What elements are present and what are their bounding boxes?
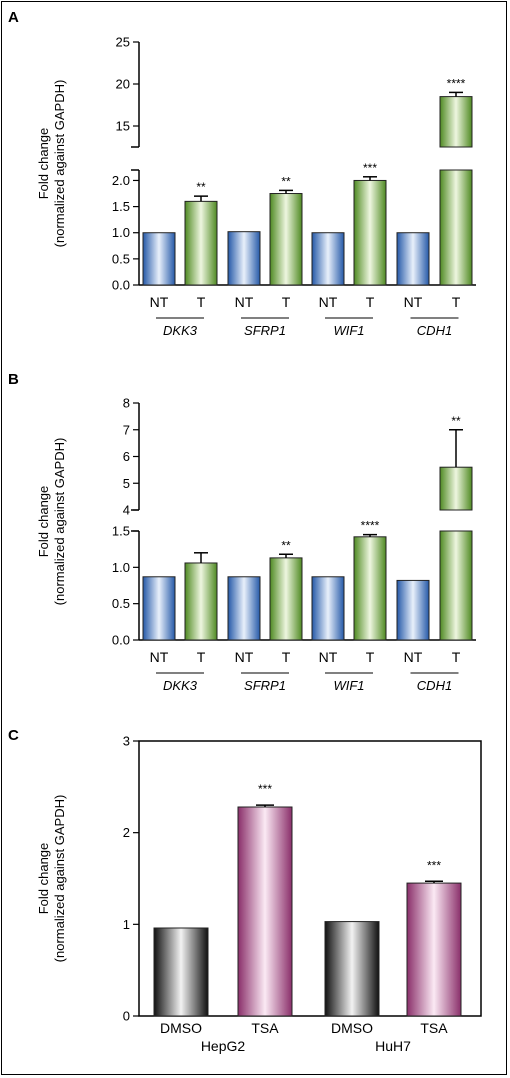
significance-label: *** — [258, 782, 272, 796]
chart-panel-c: Fold change (normalized against GAPDH) 0 1 2… — [36, 734, 482, 1054]
significance-label: ** — [451, 414, 461, 428]
bar-tsa — [237, 806, 293, 1017]
chart-panel-b: Fold change (normalized against GAPDH) 0.0… — [36, 396, 476, 693]
y-tick-label: 8 — [123, 396, 130, 411]
group-label: DKK3 — [163, 323, 198, 338]
x-tick-label: NT — [404, 294, 423, 310]
bar-nt — [311, 232, 345, 286]
panel-label-a: A — [8, 9, 19, 26]
bar-treated-upper — [439, 466, 473, 511]
x-tick-label: T — [282, 649, 291, 665]
x-tick-label: NT — [404, 649, 423, 665]
group-label: CDH1 — [417, 678, 452, 693]
bar-dmso — [324, 921, 380, 1017]
y-axis-label-sub: (normalized against GAPDH) — [52, 438, 67, 606]
x-tick-label: NT — [235, 294, 254, 310]
bar-nt — [396, 232, 430, 286]
y-axis-label: Fold change — [36, 486, 51, 558]
plot-frame — [138, 740, 482, 1017]
bar-dmso — [153, 927, 209, 1017]
significance-label: **** — [361, 519, 380, 533]
bar-treated — [184, 562, 218, 641]
group-label: WIF1 — [333, 323, 364, 338]
y-tick-label: 0.0 — [112, 278, 130, 293]
bar-treated — [353, 536, 387, 641]
bar-treated — [269, 193, 303, 286]
y-tick-label: 4 — [123, 503, 130, 518]
x-tick-label: T — [197, 294, 206, 310]
y-tick-label: 25 — [116, 35, 130, 50]
y-tick-label: 7 — [123, 422, 130, 437]
x-tick-label: TSA — [251, 1020, 279, 1036]
y-tick-label: 2 — [123, 825, 130, 840]
group-label: SFRP1 — [244, 678, 286, 693]
significance-label: **** — [447, 76, 466, 90]
significance-label: *** — [427, 858, 441, 872]
y-axis-label: Fold change — [36, 128, 51, 200]
significance-label: ** — [196, 180, 206, 194]
bar-treated — [269, 557, 303, 641]
x-tick-label: TSA — [420, 1020, 448, 1036]
bar-treated-lower — [439, 530, 473, 641]
significance-label: *** — [363, 161, 377, 175]
panel-label-b: B — [8, 371, 19, 388]
x-tick-label: NT — [150, 294, 169, 310]
chart-panel-a: Fold change (normalized against GAPDH) 0.0… — [36, 35, 476, 338]
y-axis-label-sub: (normalized against GAPDH) — [52, 795, 67, 963]
y-tick-label: 0.0 — [112, 633, 130, 648]
bar-nt — [227, 231, 261, 286]
bar-treated-lower — [439, 169, 473, 286]
group-label: DKK3 — [163, 678, 198, 693]
bar-treated — [184, 200, 218, 286]
y-tick-label: 5 — [123, 476, 130, 491]
y-tick-label: 1.0 — [112, 225, 130, 240]
y-axis-label: Fold change — [36, 843, 51, 915]
bar-treated-upper — [439, 96, 473, 148]
y-tick-label: 3 — [123, 734, 130, 749]
y-tick-label: 1.5 — [112, 199, 130, 214]
y-tick-label: 1.0 — [112, 560, 130, 575]
x-tick-label: DMSO — [160, 1020, 202, 1036]
group-label: HepG2 — [201, 1038, 246, 1054]
bar-nt — [227, 576, 261, 641]
significance-label: ** — [281, 174, 291, 188]
x-tick-label: T — [366, 294, 375, 310]
y-tick-label: 2.0 — [112, 173, 130, 188]
x-tick-label: T — [282, 294, 291, 310]
bar-nt — [311, 576, 345, 641]
bar-nt — [142, 576, 176, 641]
y-tick-label: 0 — [123, 1009, 130, 1024]
x-tick-label: T — [197, 649, 206, 665]
x-tick-label: T — [366, 649, 375, 665]
x-tick-label: T — [452, 294, 461, 310]
bar-treated — [353, 179, 387, 286]
y-tick-label: 1 — [123, 917, 130, 932]
y-tick-label: 0.5 — [112, 596, 130, 611]
x-tick-label: NT — [235, 649, 254, 665]
group-label: WIF1 — [333, 678, 364, 693]
panel-label-c: C — [8, 727, 19, 744]
y-tick-label: 15 — [116, 119, 130, 134]
x-tick-label: NT — [319, 649, 338, 665]
y-tick-label: 6 — [123, 449, 130, 464]
y-axis-label-sub: (normalized against GAPDH) — [52, 80, 67, 248]
bar-nt — [142, 232, 176, 286]
x-tick-label: T — [452, 649, 461, 665]
bar-tsa — [406, 882, 462, 1017]
group-label: HuH7 — [375, 1038, 411, 1054]
group-label: SFRP1 — [244, 323, 286, 338]
y-tick-label: 1.5 — [112, 524, 130, 539]
x-tick-label: NT — [319, 294, 338, 310]
x-tick-label: DMSO — [331, 1020, 373, 1036]
x-tick-label: NT — [150, 649, 169, 665]
significance-label: ** — [281, 538, 291, 552]
y-tick-label: 0.5 — [112, 251, 130, 266]
bar-nt — [396, 579, 430, 641]
group-label: CDH1 — [417, 323, 452, 338]
y-tick-label: 20 — [116, 77, 130, 92]
